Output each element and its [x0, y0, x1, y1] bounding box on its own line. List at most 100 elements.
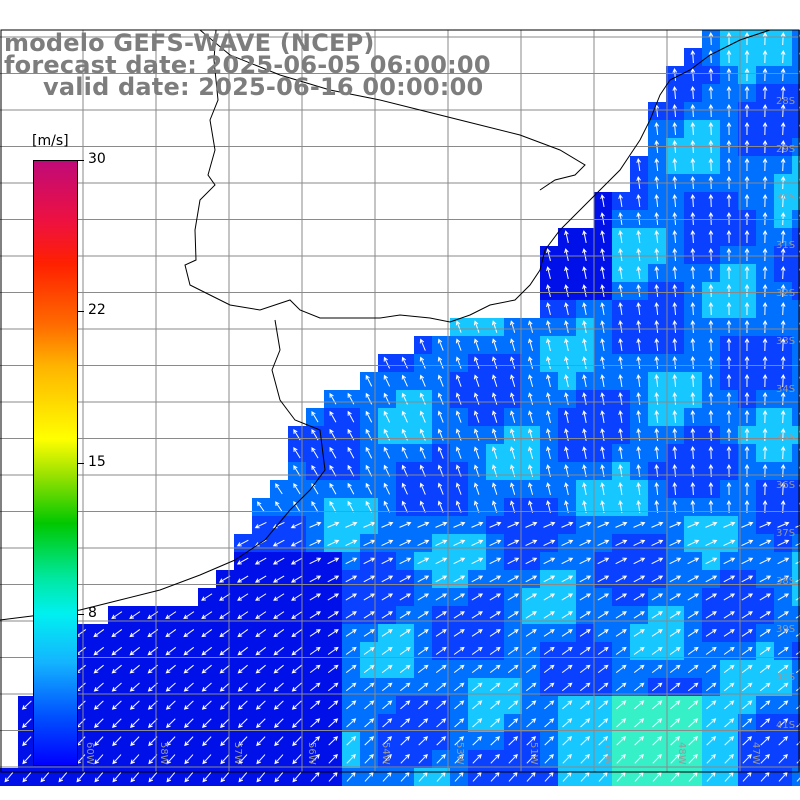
wind-arrow — [546, 392, 551, 405]
wind-arrow — [672, 85, 678, 100]
wind-arrow — [275, 501, 283, 513]
wind-arrow — [93, 700, 104, 710]
wind-arrow — [741, 539, 754, 546]
wind-arrow — [597, 557, 610, 565]
wind-arrow — [561, 593, 574, 601]
wind-arrow — [672, 355, 678, 370]
wind-arrow — [454, 771, 464, 782]
wind-arrow — [546, 500, 551, 513]
wind-arrow — [708, 355, 714, 370]
wind-arrow — [762, 247, 768, 262]
wind-arrow — [473, 410, 480, 423]
wind-arrow — [744, 373, 750, 388]
wind-arrow — [687, 664, 699, 674]
latitude-label: 35S — [776, 432, 796, 443]
wind-arrow — [399, 575, 412, 583]
wind-arrow — [705, 593, 718, 601]
wind-arrow — [744, 193, 750, 208]
wind-arrow — [111, 700, 122, 710]
wind-arrow — [347, 482, 355, 495]
wind-arrow — [491, 446, 498, 459]
wind-arrow — [166, 754, 176, 765]
wind-arrow — [255, 700, 266, 710]
wind-arrow — [582, 374, 587, 387]
wind-arrow — [561, 629, 573, 637]
wind-arrow — [383, 482, 391, 495]
wind-arrow — [543, 664, 555, 674]
wind-arrow — [744, 67, 750, 82]
wind-arrow — [507, 646, 519, 655]
wind-arrow — [672, 481, 678, 496]
wind-arrow — [633, 557, 646, 565]
wind-arrow — [382, 682, 393, 692]
wind-arrow — [112, 772, 122, 783]
wind-arrow — [600, 320, 605, 333]
wind-arrow — [273, 664, 284, 674]
wind-arrow — [690, 265, 696, 280]
wind-arrow — [327, 611, 339, 619]
title-forecast-date: forecast date: 2025-06-05 06:00:00 — [4, 51, 491, 79]
wind-arrow — [726, 67, 732, 82]
wind-arrow — [636, 248, 641, 262]
wind-arrow — [705, 629, 717, 637]
wind-arrow — [690, 67, 696, 82]
wind-arrow — [742, 753, 752, 764]
wind-arrow — [726, 31, 732, 46]
wind-arrow — [564, 230, 569, 243]
wind-arrow — [183, 611, 195, 619]
wind-arrow — [94, 736, 104, 747]
wind-arrow — [777, 575, 790, 583]
wind-arrow — [780, 49, 786, 64]
wind-arrow — [437, 446, 444, 459]
wind-arrow — [597, 646, 609, 655]
wind-arrow — [780, 85, 786, 100]
wind-arrow — [435, 539, 448, 546]
wind-arrow — [272, 539, 285, 547]
wind-arrow — [690, 391, 696, 406]
lat-lon-grid — [0, 30, 800, 772]
wind-arrow — [455, 338, 462, 351]
wind-arrow — [598, 736, 609, 746]
wind-arrow — [489, 611, 501, 619]
wind-arrow — [742, 700, 753, 710]
wind-arrow — [526, 753, 536, 764]
wind-arrow — [183, 718, 194, 728]
wind-arrow — [780, 247, 786, 262]
wind-arrow — [600, 194, 605, 207]
wind-arrow — [723, 611, 735, 619]
wind-arrow — [615, 557, 628, 565]
wind-arrow — [600, 446, 605, 459]
wind-arrow — [509, 482, 516, 495]
wind-arrow — [418, 682, 429, 692]
wind-arrow — [526, 718, 537, 728]
wind-arrow — [237, 646, 249, 656]
wind-arrow — [778, 771, 788, 782]
wind-arrow — [129, 700, 140, 710]
wind-arrow — [690, 229, 696, 244]
wind-arrow — [669, 557, 682, 565]
wind-arrow — [435, 664, 447, 674]
wind-arrow — [634, 771, 644, 782]
wind-arrow — [708, 265, 714, 280]
wind-arrow — [345, 575, 358, 583]
wind-arrow — [528, 410, 534, 423]
wind-arrow — [633, 521, 646, 528]
wind-arrow — [436, 718, 447, 728]
wind-arrow — [597, 629, 609, 637]
wind-arrow — [309, 521, 322, 528]
wind-arrow — [419, 356, 426, 369]
wind-arrow — [762, 301, 768, 316]
colorbar — [33, 160, 78, 766]
wind-arrow — [544, 700, 555, 710]
wind-arrow — [472, 736, 483, 746]
wind-arrow — [364, 736, 375, 746]
wind-arrow — [669, 521, 682, 528]
wind-arrow — [419, 392, 426, 405]
wind-arrow — [129, 718, 140, 728]
wind-arrow — [472, 700, 483, 710]
wind-arrow — [272, 521, 285, 529]
wind-arrow — [237, 611, 249, 619]
wind-arrow — [347, 410, 355, 423]
wind-arrow — [437, 500, 444, 513]
wind-arrow — [654, 337, 660, 352]
